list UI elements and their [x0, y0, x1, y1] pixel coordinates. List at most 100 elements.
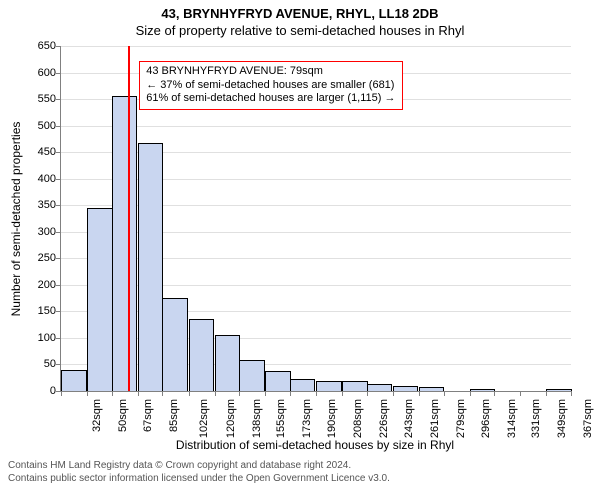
chart-title-main: 43, BRYNHYFRYD AVENUE, RHYL, LL18 2DB: [0, 0, 600, 21]
xtick-mark: [87, 391, 88, 396]
ytick-mark: [56, 285, 61, 286]
ytick-mark: [56, 73, 61, 74]
xtick-mark: [419, 391, 420, 396]
histogram-bar: [265, 371, 291, 391]
xtick-mark: [342, 391, 343, 396]
ytick-label: 450: [38, 146, 56, 158]
ytick-label: 250: [38, 252, 56, 264]
footer-line-2: Contains public sector information licen…: [8, 473, 592, 486]
histogram-bar: [546, 389, 572, 391]
ytick-mark: [56, 99, 61, 100]
xtick-label: 296sqm: [480, 399, 492, 438]
xtick-label: 367sqm: [583, 399, 595, 438]
ytick-label: 500: [38, 120, 56, 132]
xtick-mark: [546, 391, 547, 396]
ytick-label: 350: [38, 199, 56, 211]
ytick-mark: [56, 258, 61, 259]
histogram-bar: [470, 389, 496, 391]
indicator-line: [128, 46, 130, 391]
histogram-bar: [87, 208, 113, 391]
ytick-label: 600: [38, 67, 56, 79]
histogram-bar: [189, 319, 215, 391]
xtick-label: 173sqm: [301, 399, 313, 438]
footer-attribution: Contains HM Land Registry data © Crown c…: [0, 458, 600, 485]
xtick-mark: [470, 391, 471, 396]
ytick-mark: [56, 46, 61, 47]
xtick-mark: [444, 391, 445, 396]
chart-title-sub: Size of property relative to semi-detach…: [0, 21, 600, 38]
xtick-label: 120sqm: [225, 399, 237, 438]
y-axis-label: Number of semi-detached properties: [9, 121, 23, 316]
xtick-label: 67sqm: [142, 399, 154, 432]
xtick-label: 243sqm: [403, 399, 415, 438]
ytick-label: 150: [38, 305, 56, 317]
xtick-label: 32sqm: [91, 399, 103, 432]
xtick-mark: [393, 391, 394, 396]
ytick-mark: [56, 126, 61, 127]
xtick-mark: [112, 391, 113, 396]
xtick-mark: [61, 391, 62, 396]
xtick-label: 261sqm: [429, 399, 441, 438]
info-box: 43 BRYNHYFRYD AVENUE: 79sqm← 37% of semi…: [139, 61, 402, 110]
histogram-bar: [367, 384, 393, 391]
xtick-mark: [239, 391, 240, 396]
xtick-label: 279sqm: [455, 399, 467, 438]
histogram-bar: [316, 381, 342, 391]
xtick-mark: [316, 391, 317, 396]
histogram-bar: [138, 143, 164, 391]
info-box-line: ← 37% of semi-detached houses are smalle…: [146, 79, 395, 93]
gridline-h: [61, 46, 571, 47]
ytick-label: 100: [38, 332, 56, 344]
histogram-bar: [419, 387, 445, 391]
ytick-label: 0: [50, 385, 56, 397]
xtick-label: 226sqm: [378, 399, 390, 438]
xtick-mark: [138, 391, 139, 396]
footer-line-1: Contains HM Land Registry data © Crown c…: [8, 460, 592, 473]
xtick-label: 85sqm: [168, 399, 180, 432]
ytick-mark: [56, 179, 61, 180]
ytick-label: 50: [44, 358, 56, 370]
xtick-label: 331sqm: [530, 399, 542, 438]
ytick-label: 300: [38, 226, 56, 238]
ytick-mark: [56, 364, 61, 365]
histogram-bar: [239, 360, 265, 391]
ytick-mark: [56, 338, 61, 339]
xtick-label: 102sqm: [199, 399, 211, 438]
info-box-line: 43 BRYNHYFRYD AVENUE: 79sqm: [146, 65, 395, 79]
xtick-label: 190sqm: [326, 399, 338, 438]
histogram-bar: [61, 370, 87, 391]
xtick-mark: [290, 391, 291, 396]
histogram-bar: [393, 386, 419, 391]
y-axis-label-wrap: Number of semi-detached properties: [16, 46, 30, 391]
info-box-line: 61% of semi-detached houses are larger (…: [146, 92, 395, 106]
histogram-bar: [112, 96, 138, 391]
xtick-label: 349sqm: [556, 399, 568, 438]
ytick-mark: [56, 205, 61, 206]
ytick-mark: [56, 311, 61, 312]
gridline-h: [61, 126, 571, 127]
xtick-label: 138sqm: [251, 399, 263, 438]
ytick-label: 650: [38, 40, 56, 52]
histogram-bar: [342, 381, 368, 391]
ytick-mark: [56, 232, 61, 233]
xtick-label: 314sqm: [506, 399, 518, 438]
ytick-label: 200: [38, 279, 56, 291]
xtick-mark: [189, 391, 190, 396]
xtick-mark: [215, 391, 216, 396]
histogram-bar: [290, 379, 316, 391]
plot-area: 43 BRYNHYFRYD AVENUE: 79sqm← 37% of semi…: [60, 46, 571, 392]
xtick-mark: [265, 391, 266, 396]
x-axis-label: Distribution of semi-detached houses by …: [60, 438, 570, 452]
xtick-label: 208sqm: [352, 399, 364, 438]
histogram-bar: [215, 335, 241, 391]
xtick-label: 50sqm: [117, 399, 129, 432]
ytick-mark: [56, 152, 61, 153]
xtick-mark: [162, 391, 163, 396]
ytick-label: 400: [38, 173, 56, 185]
xtick-mark: [367, 391, 368, 396]
xtick-mark: [494, 391, 495, 396]
xtick-mark: [571, 391, 572, 396]
ytick-label: 550: [38, 93, 56, 105]
histogram-bar: [162, 298, 188, 391]
xtick-label: 155sqm: [275, 399, 287, 438]
